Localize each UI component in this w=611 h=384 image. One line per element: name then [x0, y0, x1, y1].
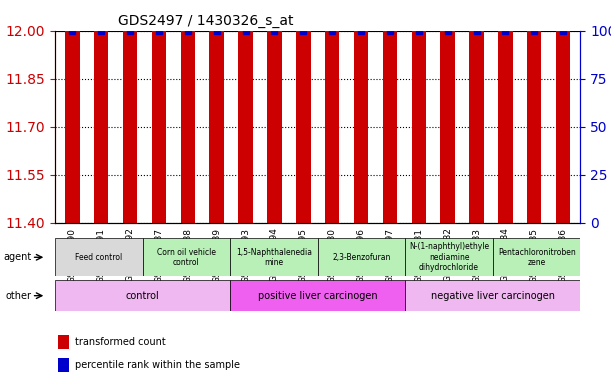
FancyBboxPatch shape	[142, 238, 230, 276]
Text: transformed count: transformed count	[75, 337, 166, 347]
Bar	[382, 0, 397, 223]
Bar	[441, 0, 455, 223]
FancyBboxPatch shape	[230, 280, 405, 311]
Bar	[238, 0, 253, 223]
FancyBboxPatch shape	[318, 238, 405, 276]
Bar	[181, 0, 195, 223]
Bar	[354, 0, 368, 223]
Bar	[412, 0, 426, 223]
Bar	[469, 0, 484, 223]
Bar	[123, 0, 137, 223]
Text: control: control	[126, 291, 159, 301]
Bar	[325, 0, 339, 223]
FancyBboxPatch shape	[405, 238, 493, 276]
Text: percentile rank within the sample: percentile rank within the sample	[75, 360, 240, 370]
Text: Pentachloronitroben
zene: Pentachloronitroben zene	[498, 248, 576, 267]
Bar	[527, 0, 541, 223]
Text: Corn oil vehicle
control: Corn oil vehicle control	[157, 248, 216, 267]
Text: positive liver carcinogen: positive liver carcinogen	[258, 291, 378, 301]
FancyBboxPatch shape	[405, 280, 580, 311]
Text: negative liver carcinogen: negative liver carcinogen	[431, 291, 555, 301]
FancyBboxPatch shape	[493, 238, 580, 276]
Bar	[267, 0, 282, 223]
Text: N-(1-naphthyl)ethyle
nediamine
dihydrochloride: N-(1-naphthyl)ethyle nediamine dihydroch…	[409, 242, 489, 272]
Bar	[58, 335, 69, 349]
Bar	[210, 0, 224, 223]
Bar	[556, 0, 570, 223]
FancyBboxPatch shape	[55, 280, 230, 311]
Bar	[296, 0, 310, 223]
Text: Feed control: Feed control	[75, 253, 122, 262]
FancyBboxPatch shape	[55, 238, 142, 276]
Bar	[152, 0, 166, 223]
Text: 2,3-Benzofuran: 2,3-Benzofuran	[332, 253, 390, 262]
Bar	[58, 358, 69, 372]
Text: agent: agent	[4, 252, 32, 262]
Bar	[94, 0, 108, 223]
Text: other: other	[5, 291, 32, 301]
Text: 1,5-Naphthalenedia
mine: 1,5-Naphthalenedia mine	[236, 248, 312, 267]
Text: GDS2497 / 1430326_s_at: GDS2497 / 1430326_s_at	[118, 14, 293, 28]
Bar	[498, 0, 513, 223]
FancyBboxPatch shape	[230, 238, 318, 276]
Bar	[65, 0, 79, 223]
